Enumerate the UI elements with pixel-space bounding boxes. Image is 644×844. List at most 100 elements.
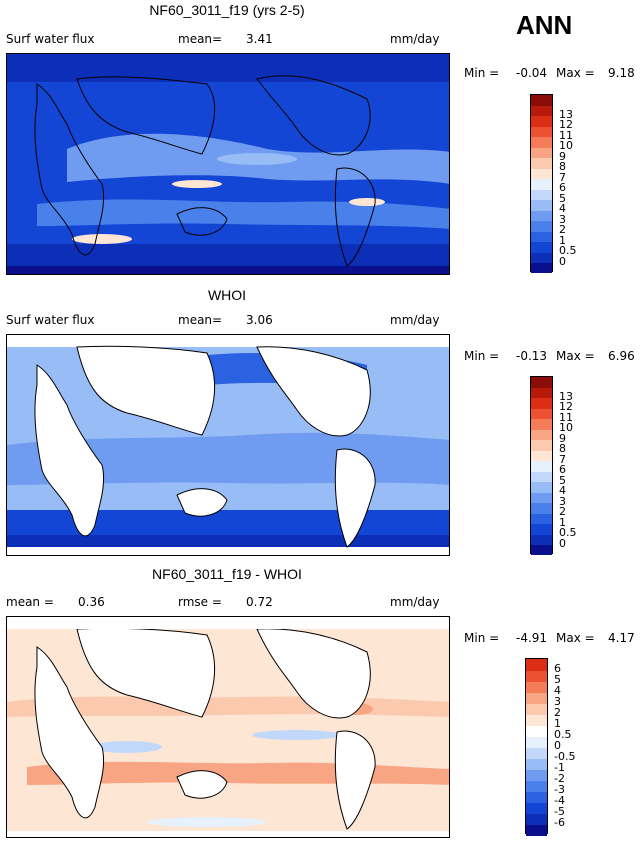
panel2-land-south-america xyxy=(334,448,376,548)
panel1-colorbar-tick-label: 9 xyxy=(559,149,566,163)
panel3-colorbar-segment xyxy=(526,681,547,693)
panel3-colorbar-tick-label: 5 xyxy=(554,673,561,686)
panel2-mean-value: 3.06 xyxy=(246,313,273,327)
panel2-colorbar-segment xyxy=(531,471,552,483)
panel3-map xyxy=(6,616,450,838)
panel2-colorbar-tick-label: 13 xyxy=(559,389,573,403)
panel3-mean-label: mean = xyxy=(6,595,54,609)
panel3-colorbar-tick-label: -4 xyxy=(554,794,565,807)
panel3-min-label: Min = xyxy=(464,631,500,645)
panel1-colorbar-segment xyxy=(531,126,552,138)
panel3-mean-value: 0.36 xyxy=(78,595,105,609)
panel1-colorbar-tick-label: 13 xyxy=(559,107,573,121)
panel3-land-asia xyxy=(76,627,216,718)
panel1-colorbar-segment xyxy=(531,115,552,127)
panel1-map-svg xyxy=(7,54,449,274)
panel2-colorbar-tick-label: 5 xyxy=(559,473,566,487)
panel2-colorbar-tick-label: 0 xyxy=(559,536,566,550)
panel3-colorbar-segment xyxy=(526,703,547,715)
panel3-title: NF60_3011_f19 - WHOI xyxy=(152,566,302,582)
panel1-max-label: Max = xyxy=(556,66,595,80)
panel1-colorbar-segment xyxy=(531,157,552,169)
panel1-colorbar-segment xyxy=(531,210,552,222)
panel1-colorbar-tick-label: 12 xyxy=(559,118,573,132)
panel3-colorbar-segment xyxy=(526,714,547,726)
panel3-antarctica xyxy=(7,831,449,837)
panel2-colorbar-segment xyxy=(531,429,552,441)
panel3-colorbar-segment xyxy=(526,659,547,671)
panel2-colorbar-tick-label: 7 xyxy=(559,452,566,466)
panel1-coast-south-america xyxy=(334,167,376,267)
panel2-colorbar-tick-label: 12 xyxy=(559,400,573,414)
panel1-colorbar-tick-label: 2 xyxy=(559,223,566,237)
panel2-arctic-nodata xyxy=(7,335,449,347)
panel1-mean-label: mean= xyxy=(178,32,223,46)
panel2-max-value: 6.96 xyxy=(608,349,635,363)
panel1-colorbar-segment xyxy=(531,105,552,117)
panel3-rmse-label: rmse = xyxy=(178,595,222,609)
panel3-colorbar-tick-label: -2 xyxy=(554,772,565,785)
panel3-colorbar-tick-label: -6 xyxy=(554,816,565,829)
panel3-map-svg xyxy=(7,617,449,837)
panel2-colorbar-segment xyxy=(531,481,552,493)
panel2-colorbar-segment xyxy=(531,502,552,514)
panel3-colorbar-tick-label: -0.5 xyxy=(554,750,576,763)
panel2-mean-label: mean= xyxy=(178,313,223,327)
panel1-south-subtropics xyxy=(37,199,449,229)
panel1-light-patch xyxy=(217,153,297,165)
panel3-cool-patch-2 xyxy=(252,730,342,740)
panel2-colorbar-tick-label: 3 xyxy=(559,494,566,508)
panel1-colorbar xyxy=(530,94,553,274)
panel2-antarctica xyxy=(7,547,449,555)
panel1-mean-value: 3.41 xyxy=(246,32,273,46)
panel2-colorbar-tick-label: 10 xyxy=(559,421,573,435)
panel3-cool-patch-1 xyxy=(92,741,162,753)
panel1-colorbar-segment xyxy=(531,252,552,264)
panel1-colorbar-segment xyxy=(531,147,552,159)
panel1-colorbar-tick-label: 6 xyxy=(559,181,566,195)
panel3-colorbar-tick-label: 4 xyxy=(554,684,561,697)
panel1-coastlines xyxy=(34,75,376,267)
panel3-colorbar-segment xyxy=(526,791,547,803)
panel1-colorbar-tick-label: 8 xyxy=(559,160,566,174)
panel1-colorbar-tick-label: 5 xyxy=(559,191,566,205)
panel2-title: WHOI xyxy=(207,287,247,303)
panel3-land-australia xyxy=(176,770,228,799)
panel3-colorbar-segment xyxy=(526,736,547,748)
panel2-land-africa-europe xyxy=(34,364,105,537)
panel2-land-australia xyxy=(176,488,228,517)
panel3-colorbar-segment xyxy=(526,824,547,836)
panel2-colorbar-tick-label: 2 xyxy=(559,505,566,519)
panel3-colorbar-tick-label: -5 xyxy=(554,805,565,818)
panel3-colorbar-tick-label: -1 xyxy=(554,761,565,774)
panel1-colorbar-tick-label: 7 xyxy=(559,170,566,184)
panel2-min-value: -0.13 xyxy=(516,349,548,363)
panel2-colorbar-segment xyxy=(531,513,552,525)
panel1-colorbar-segment xyxy=(531,231,552,243)
panel3-colorbar-segment xyxy=(526,670,547,682)
panel2-colorbar-segment xyxy=(531,492,552,504)
panel1-colorbar-segment xyxy=(531,189,552,201)
panel1-colorbar-segment xyxy=(531,95,552,106)
panel3-colorbar-segment xyxy=(526,692,547,704)
panel1-colorbar-tick-label: 1 xyxy=(559,233,566,247)
panel1-colorbar-segment xyxy=(531,220,552,232)
panel1-coast-australia xyxy=(176,207,228,236)
panel2-colorbar-segment xyxy=(531,377,552,388)
panel1-antarctic-band xyxy=(7,266,449,274)
panel2-colorbar xyxy=(530,376,553,556)
panel3-max-label: Max = xyxy=(556,631,595,645)
panel1-colorbar-segment xyxy=(531,262,552,274)
panel2-units: mm/day xyxy=(390,313,440,327)
panel2-min-label: Min = xyxy=(464,349,500,363)
panel3-colorbar-tick-label: 3 xyxy=(554,695,561,708)
panel2-colorbar-segment xyxy=(531,439,552,451)
panel2-colorbar-segment xyxy=(531,450,552,462)
panel2-colorbar-tick-label: 11 xyxy=(559,410,573,424)
panel2-colorbar-tick-label: 0.5 xyxy=(559,526,577,540)
panel3-colorbar-segment xyxy=(526,802,547,814)
panel3-colorbar-tick-label: 0.5 xyxy=(554,728,572,741)
season-label: ANN xyxy=(516,10,573,40)
panel1-min-value: -0.04 xyxy=(516,66,548,80)
panel2-colorbar-tick-label: 9 xyxy=(559,431,566,445)
